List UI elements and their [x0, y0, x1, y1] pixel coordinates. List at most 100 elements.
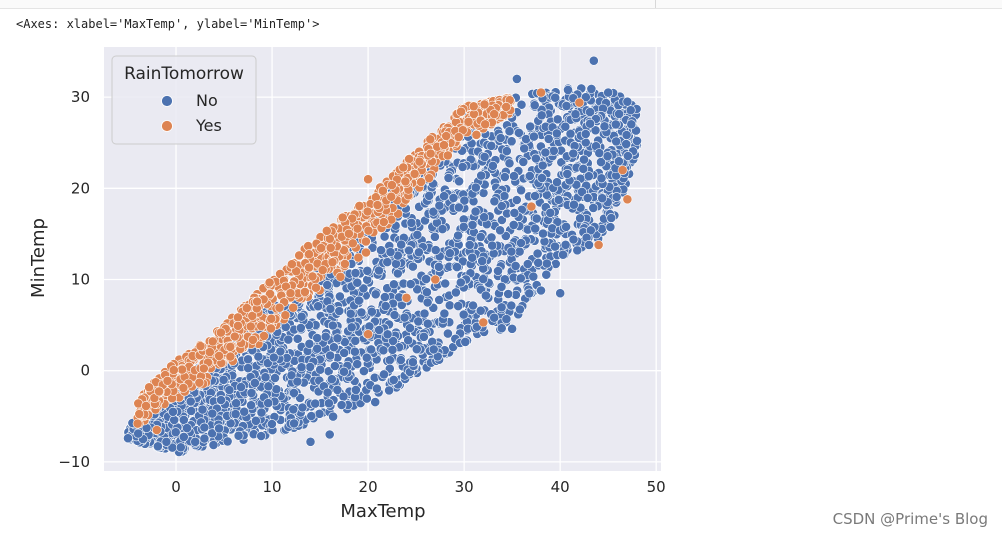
- scatter-point-no: [487, 160, 498, 171]
- scatter-point-no: [236, 382, 246, 392]
- scatter-point-no: [486, 232, 497, 243]
- scatter-point-no: [366, 306, 377, 317]
- scatter-point-no: [379, 292, 390, 302]
- scatter-point-no: [518, 156, 529, 167]
- notebook-column-separator: [655, 0, 656, 8]
- scatter-point-no: [296, 311, 307, 322]
- y-tick-label: 10: [71, 271, 90, 289]
- scatter-point-no: [563, 85, 573, 95]
- scatter-point-no: [538, 228, 548, 239]
- scatter-point-no: [370, 397, 381, 407]
- scatter-point-no: [555, 288, 566, 299]
- scatter-point-no: [453, 202, 464, 213]
- scatter-point-no: [614, 109, 624, 119]
- scatter-point-no: [313, 301, 323, 312]
- scatter-point-no: [334, 306, 345, 316]
- scatter-point-no: [243, 354, 253, 365]
- x-tick-label: 0: [171, 478, 181, 496]
- scatter-point-no: [297, 402, 308, 413]
- scatter-point-no: [602, 151, 613, 162]
- scatter-point-no: [295, 322, 306, 333]
- scatter-point-yes: [225, 341, 236, 352]
- scatter-point-no: [413, 316, 424, 327]
- scatter-point-no: [222, 436, 233, 447]
- scatter-point-no: [536, 285, 546, 296]
- scatter-point-no: [536, 110, 547, 121]
- x-tick-label: 50: [647, 478, 666, 496]
- scatter-point-yes: [252, 296, 262, 307]
- scatter-point-yes: [151, 425, 162, 435]
- scatter-point-yes: [304, 262, 314, 273]
- scatter-point-no: [362, 274, 373, 285]
- scatter-point-no: [579, 154, 589, 165]
- scatter-point-yes: [215, 327, 226, 338]
- scatter-point-yes: [214, 350, 224, 361]
- scatter-point-no: [553, 194, 564, 205]
- scatter-point-yes: [204, 347, 215, 357]
- scatter-point-no: [478, 188, 489, 198]
- legend: RainTomorrow No Yes: [111, 55, 257, 145]
- scatter-point-no: [495, 225, 505, 236]
- scatter-point-yes: [294, 250, 305, 261]
- scatter-point-no: [580, 129, 591, 139]
- scatter-point-no: [288, 404, 299, 415]
- scatter-point-yes: [132, 418, 143, 429]
- scatter-point-no: [588, 202, 599, 213]
- scatter-point-no: [289, 418, 299, 429]
- scatter-point-no: [531, 153, 541, 164]
- scatter-point-no: [439, 308, 450, 319]
- scatter-point-no: [406, 217, 417, 228]
- scatter-point-no: [506, 136, 517, 147]
- scatter-point-no: [233, 430, 244, 441]
- scatter-point-no: [275, 346, 286, 357]
- scatter-point-yes: [162, 375, 173, 386]
- scatter-point-no: [519, 143, 530, 154]
- scatter-point-no: [632, 135, 642, 146]
- scatter-point-no: [391, 258, 401, 269]
- scatter-point-no: [169, 415, 180, 425]
- scatter-point-no: [560, 121, 571, 132]
- scatter-point-no: [516, 238, 526, 248]
- y-axis-label: MinTemp: [28, 218, 49, 298]
- scatter-point-no: [558, 249, 568, 260]
- scatter-point-no: [399, 312, 410, 323]
- scatter-point-no: [286, 370, 297, 381]
- scatter-point-yes: [574, 97, 585, 108]
- scatter-point-yes: [195, 341, 206, 351]
- x-tick-label: 20: [359, 478, 378, 496]
- scatter-point-no: [486, 140, 497, 151]
- scatter-point-yes: [378, 217, 389, 227]
- scatter-point-no: [296, 362, 307, 373]
- scatter-point-yes: [311, 282, 321, 293]
- scatter-point-no: [572, 245, 583, 256]
- scatter-point-no: [395, 355, 406, 365]
- legend-marker-no: [161, 95, 173, 107]
- scatter-point-no: [503, 289, 514, 299]
- scatter-point-no: [270, 373, 280, 383]
- scatter-point-yes: [229, 331, 240, 342]
- scatter-point-yes: [352, 223, 363, 234]
- scatter-point-yes: [247, 334, 258, 345]
- scatter-point-no: [596, 173, 607, 184]
- scatter-point-no: [542, 258, 552, 269]
- scatter-point-no: [256, 431, 267, 441]
- scatter-point-no: [477, 256, 488, 266]
- scatter-point-no: [376, 245, 386, 256]
- scatter-point-yes: [489, 109, 500, 119]
- scatter-point-no: [561, 221, 571, 232]
- scatter-point-yes: [416, 177, 426, 187]
- y-tick-label: 0: [80, 362, 90, 380]
- scatter-point-no: [262, 358, 273, 368]
- scatter-point-yes: [360, 236, 371, 247]
- scatter-point-no: [199, 433, 210, 444]
- scatter-point-no: [625, 105, 636, 116]
- scatter-point-no: [464, 239, 475, 250]
- scatter-point-yes: [536, 87, 546, 98]
- scatter-point-no: [123, 433, 133, 444]
- scatter-point-yes: [617, 165, 628, 175]
- scatter-point-yes: [414, 156, 425, 167]
- scatter-point-no: [530, 191, 540, 201]
- scatter-point-no: [501, 146, 512, 156]
- scatter-point-no: [404, 245, 414, 256]
- scatter-point-no: [353, 295, 364, 306]
